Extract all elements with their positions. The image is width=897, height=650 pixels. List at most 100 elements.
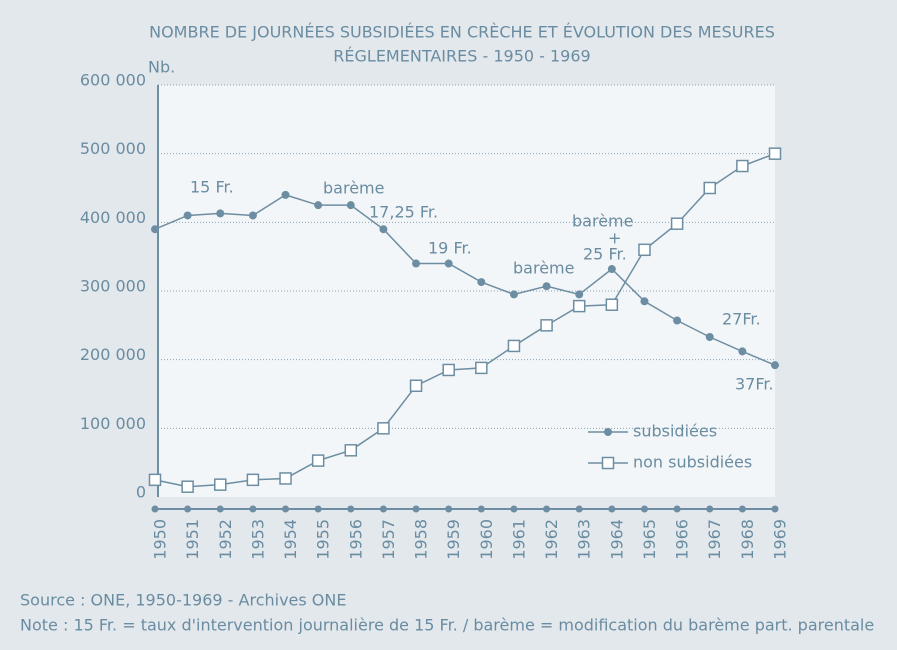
x-tick [673,505,681,513]
marker [638,243,651,257]
marker [605,298,619,311]
marker [736,159,749,173]
marker [412,259,421,268]
legend-label: non subsidiées [633,453,752,472]
source: Source : ONE, 1950-1969 - Archives ONE [20,591,346,610]
x-tick-label: 1958 [412,519,431,560]
marker [575,290,584,299]
annotation: 17,25 Fr. [369,203,438,222]
marker [542,282,551,291]
marker [214,478,227,491]
marker [572,299,586,313]
marker [673,316,682,325]
x-tick [216,505,224,513]
y-tick-label: 500 000 [80,139,146,158]
x-tick [347,505,355,513]
annotation: barème [323,179,384,198]
y-tick-label: 100 000 [80,414,146,433]
x-tick-label: 1960 [477,519,496,560]
marker [148,473,162,487]
annotation: 27Fr. [722,310,761,329]
x-tick [771,505,779,513]
marker [344,444,358,457]
y-tick-label: 300 000 [80,277,146,296]
x-tick-label: 1951 [183,519,202,560]
annotation: 25 Fr. [583,245,627,264]
y-tick-label: 400 000 [80,208,146,227]
y-axis-label: Nb. [148,58,175,77]
marker [248,211,257,220]
x-tick [184,505,192,513]
x-tick [379,505,387,513]
legend-marker [604,428,612,436]
x-tick-label: 1965 [640,519,659,560]
annotation: 15 Fr. [190,178,234,197]
marker [409,379,423,393]
marker [311,454,325,467]
y-tick-label: 600 000 [80,71,146,90]
marker [346,201,355,210]
x-tick-label: 1966 [673,519,692,560]
x-tick [738,505,746,513]
annotation: barème [572,212,633,231]
marker [281,190,290,199]
marker [475,361,488,375]
x-tick [151,505,159,513]
marker [377,422,390,435]
x-tick-label: 1950 [151,519,170,560]
marker [183,211,192,220]
x-tick-label: 1969 [771,519,790,560]
legend-marker [601,456,615,470]
x-tick [282,505,290,513]
x-tick [412,505,420,513]
y-tick-label: 0 [136,483,146,502]
marker [279,472,292,485]
marker [607,265,616,274]
marker [444,259,453,268]
chart-title: RÉGLEMENTAIRES - 1950 - 1969 [333,47,590,66]
x-tick-label: 1968 [738,519,757,560]
x-tick [445,505,453,513]
marker [151,225,159,234]
x-tick-label: 1952 [216,519,235,560]
x-tick [510,505,518,513]
x-tick-label: 1954 [281,519,300,560]
series-line [154,194,776,366]
chart-title: NOMBRE DE JOURNÉES SUBSIDIÉES EN CRÈCHE … [149,23,775,42]
x-tick-label: 1956 [346,519,365,560]
annotation: + [608,229,621,248]
marker [703,181,716,195]
x-tick [543,505,551,513]
marker [768,147,782,160]
annotation: 37Fr. [735,375,774,394]
x-tick [249,505,257,513]
x-tick [314,505,322,513]
legend-label: subsidiées [633,422,717,441]
marker [216,209,225,218]
marker [314,201,323,210]
marker [738,347,747,356]
marker [507,339,521,353]
x-tick [706,505,714,513]
marker [246,473,260,487]
annotation: barème [513,259,574,278]
x-tick-label: 1953 [248,519,267,560]
x-tick-label: 1962 [542,519,561,560]
marker [540,319,553,332]
x-tick [477,505,485,513]
note: Note : 15 Fr. = taux d'intervention jour… [20,616,874,635]
x-tick-label: 1961 [509,519,528,560]
y-tick-label: 200 000 [80,345,146,364]
marker [670,217,684,230]
marker [640,297,649,306]
marker [705,333,714,342]
marker [442,363,455,377]
x-tick-label: 1959 [444,519,463,560]
marker [477,278,486,287]
x-tick-label: 1964 [607,519,626,560]
annotation: 19 Fr. [428,239,472,258]
x-tick-label: 1957 [379,519,398,560]
marker [379,225,388,234]
x-tick [575,505,583,513]
